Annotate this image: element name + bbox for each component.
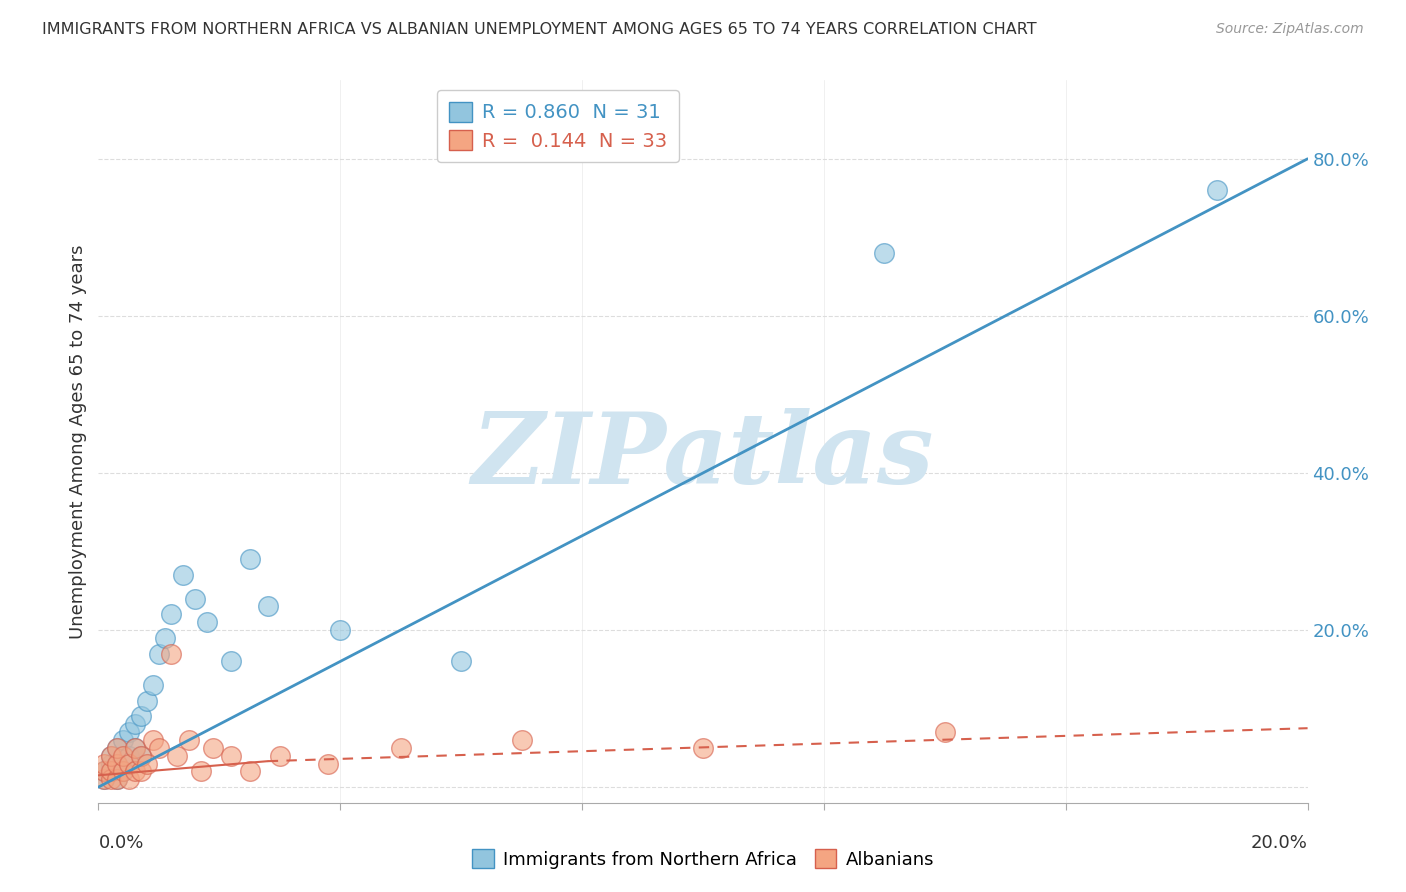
Point — [105, 756, 128, 771]
Point — [105, 772, 128, 787]
Point — [692, 740, 714, 755]
Point — [118, 725, 141, 739]
Point — [118, 772, 141, 787]
Point — [135, 694, 157, 708]
Text: 20.0%: 20.0% — [1251, 834, 1308, 852]
Point — [934, 725, 956, 739]
Point — [221, 748, 243, 763]
Point — [124, 717, 146, 731]
Point — [105, 740, 128, 755]
Point — [100, 764, 122, 779]
Point — [118, 756, 141, 771]
Point — [160, 607, 183, 622]
Point — [93, 764, 115, 779]
Point — [153, 631, 176, 645]
Point — [93, 772, 115, 787]
Point — [202, 740, 225, 755]
Point — [316, 756, 339, 771]
Point — [129, 764, 152, 779]
Point — [118, 748, 141, 763]
Legend: Immigrants from Northern Africa, Albanians: Immigrants from Northern Africa, Albania… — [465, 842, 941, 876]
Point — [100, 756, 122, 771]
Point — [93, 764, 115, 779]
Point — [129, 709, 152, 723]
Text: IMMIGRANTS FROM NORTHERN AFRICA VS ALBANIAN UNEMPLOYMENT AMONG AGES 65 TO 74 YEA: IMMIGRANTS FROM NORTHERN AFRICA VS ALBAN… — [42, 22, 1036, 37]
Point — [100, 748, 122, 763]
Point — [129, 748, 152, 763]
Point — [105, 756, 128, 771]
Text: Source: ZipAtlas.com: Source: ZipAtlas.com — [1216, 22, 1364, 37]
Point — [1206, 183, 1229, 197]
Point — [873, 246, 896, 260]
Point — [124, 740, 146, 755]
Point — [93, 772, 115, 787]
Point — [166, 748, 188, 763]
Point — [184, 591, 207, 606]
Legend: R = 0.860  N = 31, R =  0.144  N = 33: R = 0.860 N = 31, R = 0.144 N = 33 — [437, 90, 679, 162]
Point — [450, 655, 472, 669]
Point — [100, 764, 122, 779]
Point — [256, 599, 278, 614]
Point — [269, 748, 291, 763]
Point — [239, 764, 262, 779]
Point — [239, 552, 262, 566]
Point — [100, 772, 122, 787]
Point — [389, 740, 412, 755]
Point — [160, 647, 183, 661]
Point — [135, 756, 157, 771]
Point — [129, 748, 152, 763]
Point — [142, 678, 165, 692]
Point — [142, 733, 165, 747]
Text: 0.0%: 0.0% — [98, 834, 143, 852]
Point — [105, 772, 128, 787]
Point — [105, 740, 128, 755]
Point — [111, 733, 134, 747]
Point — [124, 764, 146, 779]
Point — [111, 764, 134, 779]
Point — [111, 764, 134, 779]
Point — [148, 740, 170, 755]
Point — [510, 733, 533, 747]
Y-axis label: Unemployment Among Ages 65 to 74 years: Unemployment Among Ages 65 to 74 years — [69, 244, 87, 639]
Point — [148, 647, 170, 661]
Point — [111, 748, 134, 763]
Point — [124, 740, 146, 755]
Point — [329, 623, 352, 637]
Point — [179, 733, 201, 747]
Point — [221, 655, 243, 669]
Point — [190, 764, 212, 779]
Point — [195, 615, 218, 630]
Point — [93, 756, 115, 771]
Point — [100, 748, 122, 763]
Point — [172, 568, 194, 582]
Text: ZIPatlas: ZIPatlas — [472, 408, 934, 504]
